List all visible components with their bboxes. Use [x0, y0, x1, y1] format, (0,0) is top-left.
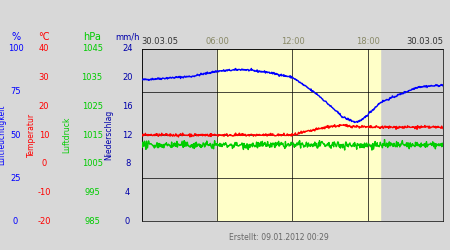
Text: 1025: 1025 [81, 102, 103, 111]
Text: -10: -10 [37, 188, 51, 197]
Text: Temperatur: Temperatur [27, 113, 36, 157]
Text: °C: °C [38, 32, 50, 42]
Text: 40: 40 [39, 44, 49, 53]
Text: 100: 100 [8, 44, 23, 53]
Text: 30.03.05: 30.03.05 [142, 37, 179, 46]
Text: 10: 10 [39, 130, 49, 140]
Text: Erstellt: 09.01.2012 00:29: Erstellt: 09.01.2012 00:29 [229, 234, 329, 242]
Text: 4: 4 [125, 188, 130, 197]
Text: Niederschlag: Niederschlag [105, 110, 114, 160]
Text: 0: 0 [13, 217, 18, 226]
Text: 1035: 1035 [81, 73, 103, 82]
Text: 1045: 1045 [81, 44, 103, 53]
Text: 20: 20 [122, 73, 133, 82]
Text: 06:00: 06:00 [205, 37, 229, 46]
Text: 12:00: 12:00 [281, 37, 304, 46]
Text: 16: 16 [122, 102, 133, 111]
Text: 20: 20 [39, 102, 49, 111]
Text: 1005: 1005 [81, 159, 103, 168]
Text: 1015: 1015 [81, 130, 103, 140]
Text: 75: 75 [10, 88, 21, 96]
Text: Luftfeuchtigkeit: Luftfeuchtigkeit [0, 105, 6, 165]
Text: 18:00: 18:00 [356, 37, 380, 46]
Text: 8: 8 [125, 159, 130, 168]
Text: 0: 0 [41, 159, 46, 168]
Text: 25: 25 [10, 174, 21, 182]
Text: -20: -20 [37, 217, 51, 226]
Text: 30: 30 [39, 73, 49, 82]
Text: 985: 985 [84, 217, 100, 226]
Text: 12: 12 [122, 130, 133, 140]
Text: mm/h: mm/h [115, 33, 140, 42]
Text: 995: 995 [84, 188, 100, 197]
Text: 0: 0 [125, 217, 130, 226]
Text: 50: 50 [10, 130, 21, 140]
Text: 24: 24 [122, 44, 133, 53]
Text: %: % [11, 32, 20, 42]
Text: hPa: hPa [83, 32, 101, 42]
Bar [217, 49, 380, 221]
Text: Luftdruck: Luftdruck [62, 117, 71, 153]
Text: 30.03.05: 30.03.05 [406, 37, 443, 46]
